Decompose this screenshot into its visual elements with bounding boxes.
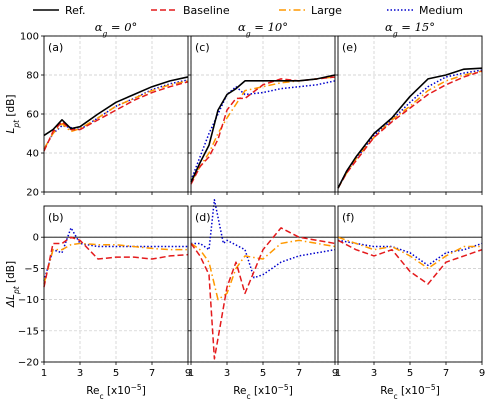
y-tick-label: −20: [18, 358, 39, 369]
panel-label: (b): [48, 211, 64, 224]
x-tick-label: 3: [77, 368, 83, 379]
series-line-baseline: [190, 227, 336, 360]
x-tick-label: 5: [113, 368, 119, 379]
y-tick-label: 60: [26, 110, 39, 121]
series-line-large: [337, 236, 482, 270]
y-tick-label: 0: [33, 233, 39, 244]
series-line-medium: [43, 227, 188, 282]
legend-entry-baseline: Baseline: [151, 4, 230, 17]
x-axis-label: Rec [x10−5]: [86, 383, 146, 400]
series-line-baseline: [337, 239, 483, 285]
panel-b: (b) 1 3 5 7 9 −20 −15 −10 −5 0 Rec [x10−5] ΔLpt [dB]: [5, 205, 191, 400]
column-title-2: αg = 15°: [385, 20, 435, 38]
panel-a: (a) 20 40 60 80 100 Lpt [dB]: [5, 32, 189, 199]
series-line-large: [43, 80, 189, 150]
x-tick-label: 1: [188, 368, 194, 379]
gridlines: [43, 206, 189, 363]
series-line-baseline: [43, 81, 189, 152]
legend: Ref. Baseline Large Medium: [33, 4, 463, 17]
panel-label: (d): [195, 211, 211, 224]
y-tick-label: −15: [18, 326, 39, 337]
panel-label: (e): [342, 41, 357, 54]
y-tick-label: 20: [26, 188, 39, 199]
gridlines: [43, 35, 189, 193]
x-tick-label: 7: [296, 368, 302, 379]
x-tick-label: 5: [260, 368, 266, 379]
panel-d: (d) 1 3 5 7 9 Rec [x10−5]: [188, 199, 338, 400]
x-tick-label: 1: [41, 368, 47, 379]
legend-entry-ref: Ref.: [33, 4, 86, 17]
y-axis-label: Lpt [dB]: [5, 95, 21, 134]
gridlines: [190, 35, 336, 193]
legend-entry-medium: Medium: [387, 4, 463, 17]
series-line-baseline: [43, 236, 189, 288]
y-tick-label: 100: [20, 32, 39, 43]
x-tick-label: 3: [371, 368, 377, 379]
series-line-ref: [43, 76, 189, 137]
series-line-medium: [337, 239, 483, 267]
series-line-medium: [190, 80, 336, 181]
panel-f: (f) 1 3 5 7 9 Rec [x10−5]: [335, 205, 485, 400]
y-axis-label: ΔLpt [dB]: [5, 261, 21, 308]
x-tick-label: 9: [185, 368, 191, 379]
y-tick-label: −5: [24, 264, 39, 275]
gridlines: [337, 206, 483, 363]
x-tick-label: 7: [149, 368, 155, 379]
series-line-ref: [337, 67, 483, 189]
series-line-baseline: [190, 76, 336, 185]
panel-e: (e): [335, 35, 483, 195]
panel-label: (f): [342, 211, 354, 224]
panel-label: (c): [195, 41, 210, 54]
legend-label-large: Large: [311, 4, 342, 17]
legend-label-ref: Ref.: [65, 4, 86, 17]
x-tick-label: 9: [332, 368, 338, 379]
y-tick-label: 80: [26, 71, 39, 82]
legend-label-baseline: Baseline: [183, 4, 230, 17]
x-tick-label: 3: [224, 368, 230, 379]
gridlines: [337, 35, 483, 193]
y-tick-label: −10: [18, 295, 39, 306]
series-line-ref: [190, 74, 336, 183]
series-line-medium: [43, 79, 189, 150]
legend-label-medium: Medium: [419, 4, 463, 17]
panel-c: (c): [188, 35, 336, 195]
x-tick-label: 1: [335, 368, 341, 379]
x-tick-label: 7: [443, 368, 449, 379]
y-tick-label: 40: [26, 149, 39, 160]
series-line-large: [337, 70, 483, 189]
x-axis-label: Rec [x10−5]: [233, 383, 293, 400]
x-axis-label: Rec [x10−5]: [380, 383, 440, 400]
legend-entry-large: Large: [279, 4, 342, 17]
x-tick-label: 9: [479, 368, 485, 379]
x-tick-label: 5: [407, 368, 413, 379]
panel-label: (a): [48, 41, 63, 54]
column-title-1: αg = 10°: [238, 20, 288, 38]
column-title-0: αg = 0°: [95, 20, 138, 38]
